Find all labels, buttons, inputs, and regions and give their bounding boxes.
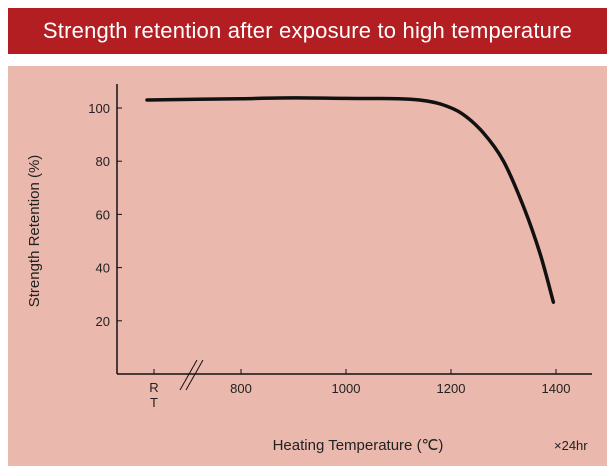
y-tick-label-60: 60: [96, 207, 110, 222]
y-axis-label: Strength Retention (%): [26, 155, 43, 308]
y-tick-label-40: 40: [96, 261, 110, 276]
x-axis-label: Heating Temperature (℃): [273, 437, 444, 454]
y-tick-label-20: 20: [96, 314, 110, 329]
x-tick-label-1400: 1400: [542, 381, 571, 396]
series-line-strength-retention: [145, 96, 556, 304]
chart-panel: [8, 66, 607, 466]
rt-tick-label-t: T: [150, 395, 158, 410]
y-tick-label-80: 80: [96, 154, 110, 169]
chart-title: Strength retention after exposure to hig…: [8, 8, 607, 54]
y-ticks: 20 40 60 80 100: [88, 101, 122, 329]
x-tick-label-800: 800: [230, 381, 252, 396]
y-tick-label-100: 100: [88, 101, 110, 116]
x-tick-label-1000: 1000: [332, 381, 361, 396]
axis-break-marker: [179, 359, 204, 391]
rt-tick-label-r: R: [149, 380, 158, 395]
rt-tick: R T: [149, 369, 159, 410]
x-ticks: 800 1000 1200 1400: [230, 369, 570, 396]
duration-note: ×24hr: [554, 438, 588, 453]
x-tick-label-1200: 1200: [437, 381, 466, 396]
